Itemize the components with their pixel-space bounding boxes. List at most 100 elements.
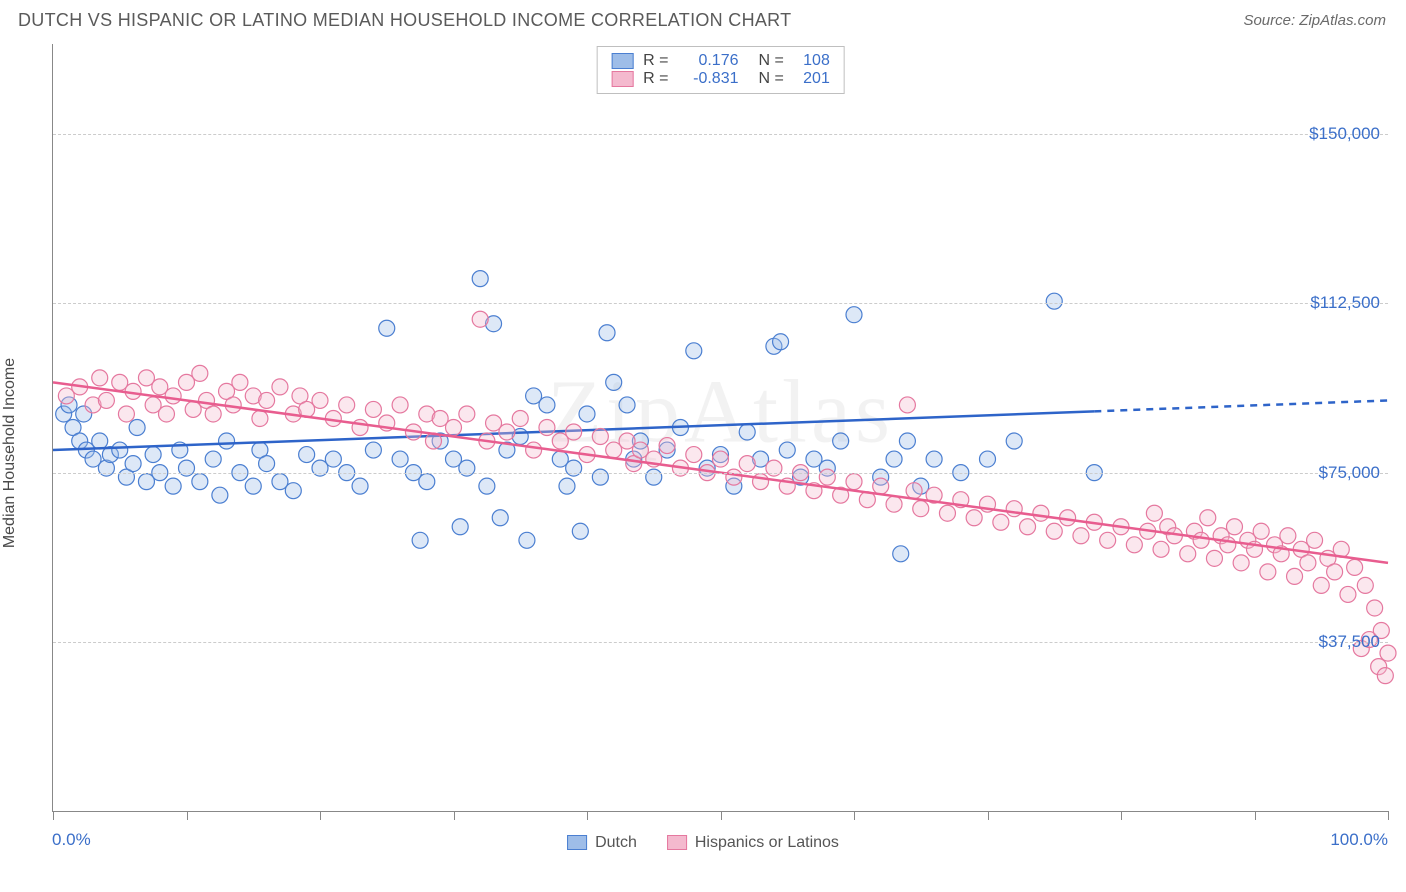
- data-point: [1287, 568, 1303, 584]
- data-point: [472, 311, 488, 327]
- chart-container: Median Household Income ZipAtlas R =0.17…: [18, 44, 1388, 862]
- data-point: [559, 478, 575, 494]
- data-point: [365, 442, 381, 458]
- y-tick-label: $112,500: [1310, 293, 1380, 313]
- data-point: [899, 397, 915, 413]
- gridline: [53, 134, 1388, 135]
- data-point: [165, 388, 181, 404]
- data-point: [1146, 505, 1162, 521]
- data-point: [98, 392, 114, 408]
- data-point: [739, 456, 755, 472]
- data-point: [272, 379, 288, 395]
- chart-title: DUTCH VS HISPANIC OR LATINO MEDIAN HOUSE…: [18, 10, 791, 31]
- data-point: [1153, 541, 1169, 557]
- data-point: [713, 451, 729, 467]
- data-point: [158, 406, 174, 422]
- x-tick: [988, 811, 989, 820]
- data-point: [419, 474, 435, 490]
- data-point: [1260, 564, 1276, 580]
- correlation-legend: R =0.176N =108R =-0.831N =201: [596, 46, 845, 94]
- data-point: [779, 442, 795, 458]
- data-point: [566, 424, 582, 440]
- data-point: [472, 271, 488, 287]
- legend-n-label: N =: [759, 52, 784, 70]
- data-point: [686, 447, 702, 463]
- chart-source: Source: ZipAtlas.com: [1243, 12, 1386, 29]
- data-point: [519, 532, 535, 548]
- data-point: [118, 406, 134, 422]
- data-point: [512, 410, 528, 426]
- data-point: [526, 442, 542, 458]
- data-point: [539, 420, 555, 436]
- data-point: [606, 374, 622, 390]
- data-point: [112, 442, 128, 458]
- data-point: [446, 420, 462, 436]
- data-point: [219, 433, 235, 449]
- legend-r-label: R =: [643, 70, 668, 88]
- data-point: [566, 460, 582, 476]
- data-point: [579, 406, 595, 422]
- data-point: [1367, 600, 1383, 616]
- data-point: [592, 469, 608, 485]
- data-point: [365, 401, 381, 417]
- data-point: [192, 365, 208, 381]
- data-point: [686, 343, 702, 359]
- legend-r-value: -0.831: [679, 70, 739, 88]
- data-point: [1180, 546, 1196, 562]
- data-point: [1380, 645, 1396, 661]
- data-point: [1046, 293, 1062, 309]
- x-tick: [1121, 811, 1122, 820]
- x-axis-max-label: 100.0%: [1330, 830, 1388, 850]
- data-point: [886, 451, 902, 467]
- data-point: [285, 483, 301, 499]
- data-point: [739, 424, 755, 440]
- gridline: [53, 642, 1388, 643]
- legend-n-value: 108: [794, 52, 830, 70]
- data-point: [993, 514, 1009, 530]
- data-point: [1233, 555, 1249, 571]
- data-point: [452, 519, 468, 535]
- data-point: [846, 307, 862, 323]
- x-axis-min-label: 0.0%: [52, 830, 91, 850]
- data-point: [245, 478, 261, 494]
- data-point: [926, 451, 942, 467]
- data-point: [966, 510, 982, 526]
- data-point: [459, 406, 475, 422]
- x-tick: [53, 811, 54, 820]
- data-point: [913, 501, 929, 517]
- data-point: [726, 469, 742, 485]
- legend-label: Dutch: [595, 834, 637, 851]
- data-point: [659, 438, 675, 454]
- data-point: [232, 374, 248, 390]
- data-point: [1073, 528, 1089, 544]
- legend-swatch: [567, 835, 587, 850]
- data-point: [312, 392, 328, 408]
- data-point: [92, 433, 108, 449]
- data-point: [259, 392, 275, 408]
- data-point: [252, 410, 268, 426]
- data-point: [1300, 555, 1316, 571]
- data-point: [1327, 564, 1343, 580]
- data-point: [1193, 532, 1209, 548]
- data-point: [939, 505, 955, 521]
- x-tick: [187, 811, 188, 820]
- data-point: [766, 460, 782, 476]
- legend-r-label: R =: [643, 52, 668, 70]
- data-point: [1340, 586, 1356, 602]
- x-tick: [854, 811, 855, 820]
- data-point: [129, 420, 145, 436]
- data-point: [145, 447, 161, 463]
- y-tick-label: $150,000: [1309, 124, 1380, 144]
- data-point: [1307, 532, 1323, 548]
- legend-swatch: [611, 53, 633, 69]
- data-point: [873, 478, 889, 494]
- data-point: [592, 429, 608, 445]
- data-point: [906, 483, 922, 499]
- legend-item: Hispanics or Latinos: [667, 834, 839, 852]
- data-point: [1206, 550, 1222, 566]
- trend-line-extrapolated: [1094, 400, 1388, 411]
- data-point: [1377, 668, 1393, 684]
- data-point: [212, 487, 228, 503]
- data-point: [205, 406, 221, 422]
- x-tick: [721, 811, 722, 820]
